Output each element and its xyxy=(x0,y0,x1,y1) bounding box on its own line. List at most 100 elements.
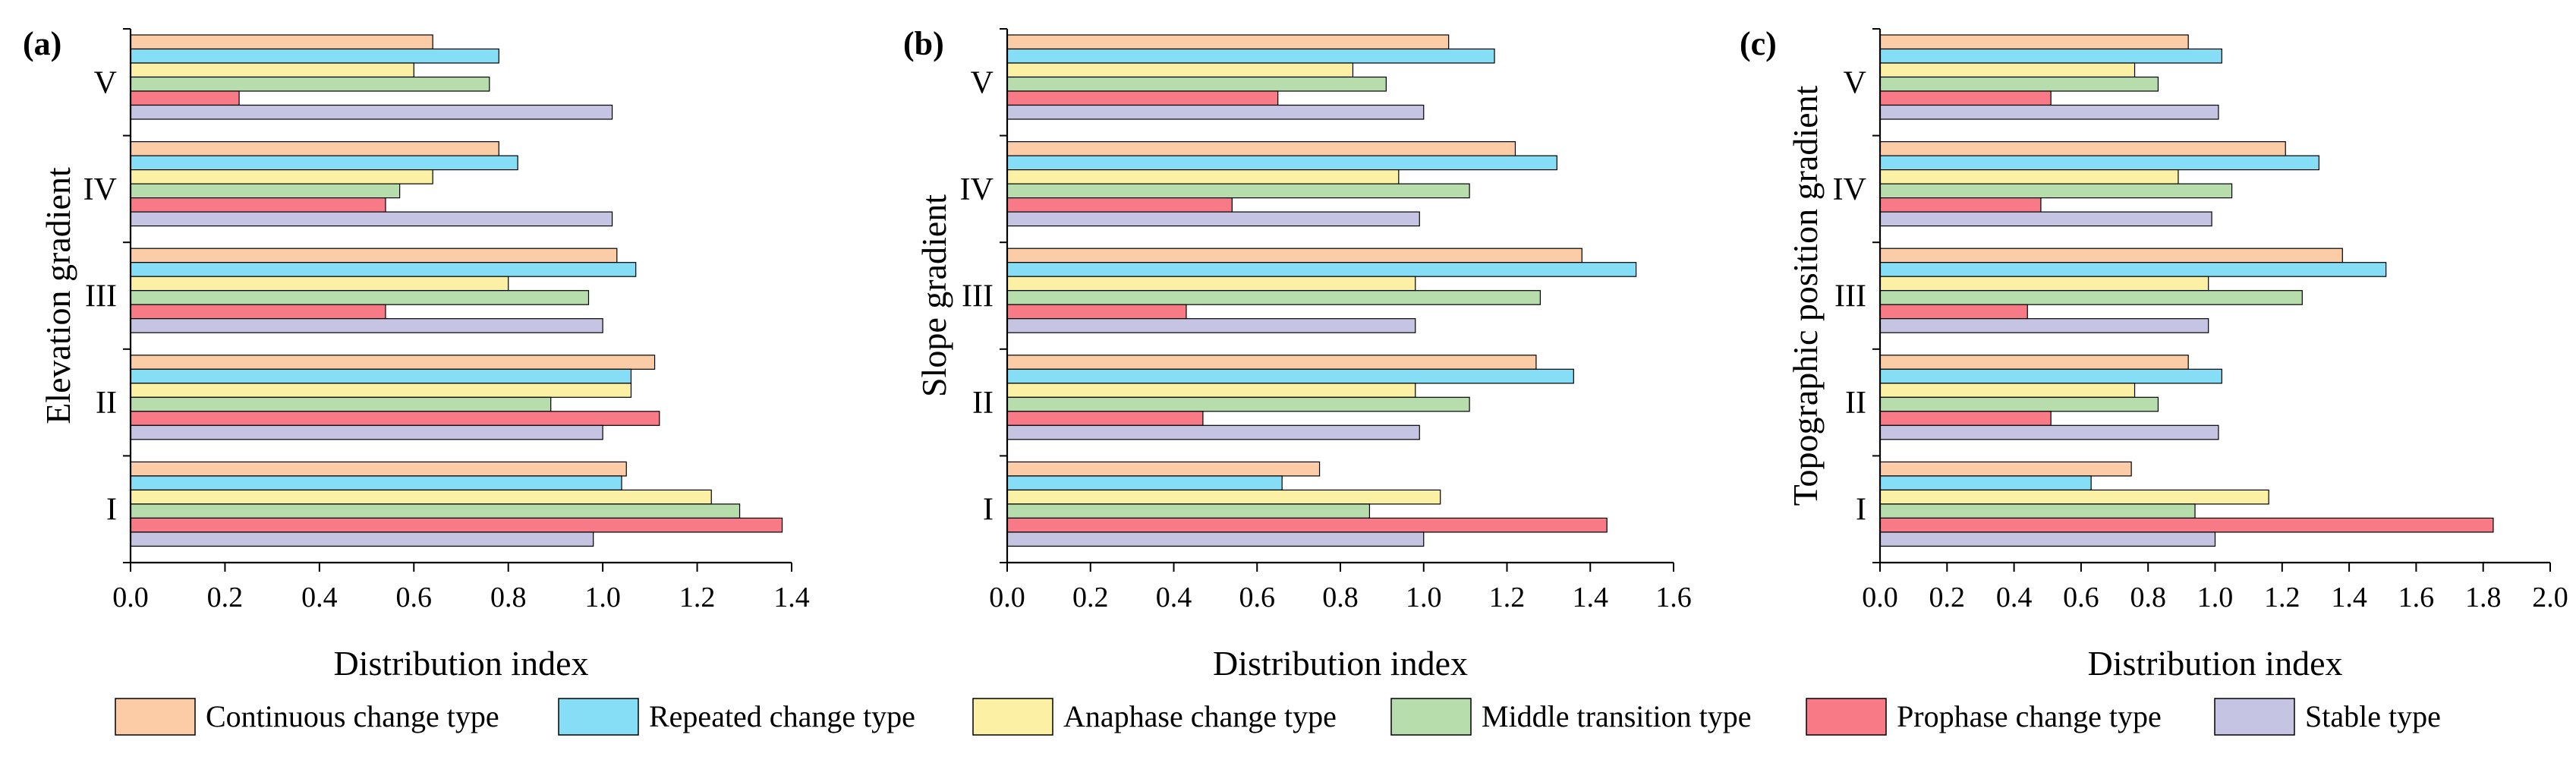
bar xyxy=(1006,262,1637,277)
bar xyxy=(130,517,783,533)
bar xyxy=(1006,304,1187,320)
bar xyxy=(130,383,632,398)
bar xyxy=(1006,104,1425,120)
x-tick-label: 0.4 xyxy=(301,582,338,613)
legend-item: Stable type xyxy=(2214,698,2441,736)
bar xyxy=(1006,411,1204,426)
category-label: II xyxy=(972,386,994,421)
x-tick-label: 1.2 xyxy=(1489,582,1526,613)
y-axis-title: Topographic position gradient xyxy=(1786,85,1825,506)
legend-swatch xyxy=(1390,698,1472,736)
panel-label: (a) xyxy=(23,25,61,62)
x-tick-label: 0.8 xyxy=(490,582,527,613)
legend: Continuous change type Repeated change ty… xyxy=(115,698,2441,736)
bar xyxy=(1006,141,1516,156)
x-tick-label: 0.8 xyxy=(1322,582,1359,613)
legend-label: Middle transition type xyxy=(1482,699,1752,733)
bar xyxy=(130,276,509,292)
legend-swatch xyxy=(1806,698,1887,736)
bar xyxy=(1006,276,1416,292)
x-tick-label: 1.4 xyxy=(2331,582,2367,613)
category-label: V xyxy=(971,65,994,100)
category-label: III xyxy=(962,279,994,314)
bar xyxy=(1006,383,1416,398)
x-tick-label: 0.2 xyxy=(1929,582,1966,613)
bar xyxy=(130,290,590,305)
x-tick-label: 1.4 xyxy=(773,582,810,613)
x-tick-label: 0.0 xyxy=(989,582,1025,613)
x-tick-label: 0.6 xyxy=(396,582,433,613)
bar xyxy=(1879,461,2132,477)
x-tick-label: 1.2 xyxy=(2264,582,2300,613)
bar xyxy=(130,90,240,106)
bar xyxy=(130,62,414,78)
bar xyxy=(130,503,741,519)
category-label: III xyxy=(1834,279,1866,314)
x-tick-label: 1.0 xyxy=(584,582,621,613)
x-tick-label: 2.0 xyxy=(2532,582,2568,613)
bar xyxy=(1006,290,1542,305)
x-tick-label: 0.0 xyxy=(112,582,149,613)
bar xyxy=(1879,383,2136,398)
legend-swatch xyxy=(115,698,196,736)
bar xyxy=(1006,475,1283,491)
x-tick-label: 1.6 xyxy=(2398,582,2435,613)
x-axis-title: Distribution index xyxy=(2087,644,2342,683)
bar xyxy=(130,197,386,213)
legend-swatch xyxy=(2214,698,2295,736)
bar xyxy=(1879,262,2387,277)
bar xyxy=(1006,461,1321,477)
legend-item: Continuous change type xyxy=(115,698,499,736)
bar xyxy=(1006,48,1495,64)
bar xyxy=(1006,183,1470,199)
x-tick-label: 1.0 xyxy=(1406,582,1442,613)
bar xyxy=(1879,411,2052,426)
x-tick-label: 0.2 xyxy=(1072,582,1109,613)
bar xyxy=(1006,517,1608,533)
x-tick-label: 0.6 xyxy=(2063,582,2099,613)
x-axis-title: Distribution index xyxy=(1213,644,1468,683)
bar xyxy=(130,155,518,171)
bar xyxy=(130,355,656,370)
bar xyxy=(1879,503,2196,519)
x-tick-label: 0.4 xyxy=(1996,582,2033,613)
bar xyxy=(1006,76,1387,92)
legend-label: Anaphase change type xyxy=(1063,699,1337,733)
bar xyxy=(1006,211,1420,227)
bar xyxy=(1879,424,2219,440)
x-tick-label: 1.6 xyxy=(1655,582,1692,613)
bar xyxy=(130,48,499,64)
bar xyxy=(1879,489,2269,505)
bar xyxy=(1879,155,2319,171)
bar xyxy=(130,411,660,426)
x-tick-label: 1.2 xyxy=(679,582,716,613)
bar xyxy=(1879,248,2343,263)
bar xyxy=(130,104,613,120)
category-label: I xyxy=(983,493,994,528)
bar xyxy=(130,396,552,412)
bar xyxy=(130,461,627,477)
y-axis-title: Elevation gradient xyxy=(39,167,77,424)
bar xyxy=(130,169,433,184)
x-tick-label: 1.8 xyxy=(2465,582,2502,613)
x-tick-label: 0.6 xyxy=(1239,582,1276,613)
bar xyxy=(130,304,386,320)
category-label: IV xyxy=(1833,172,1866,207)
bar xyxy=(1879,76,2159,92)
category-label: I xyxy=(106,493,117,528)
bar xyxy=(1879,475,2092,491)
x-tick-label: 0.4 xyxy=(1156,582,1192,613)
bar xyxy=(1879,211,2212,227)
category-label: I xyxy=(1856,493,1866,528)
category-label: IV xyxy=(960,172,994,207)
x-tick-label: 1.4 xyxy=(1573,582,1609,613)
bar xyxy=(130,531,594,547)
panel-label: (c) xyxy=(1740,25,1777,62)
legend-label: Prophase change type xyxy=(1897,699,2162,733)
bar xyxy=(1879,104,2219,120)
bar xyxy=(1006,197,1233,213)
bar xyxy=(1879,48,2222,64)
bar xyxy=(1879,355,2189,370)
bar xyxy=(1879,396,2159,412)
